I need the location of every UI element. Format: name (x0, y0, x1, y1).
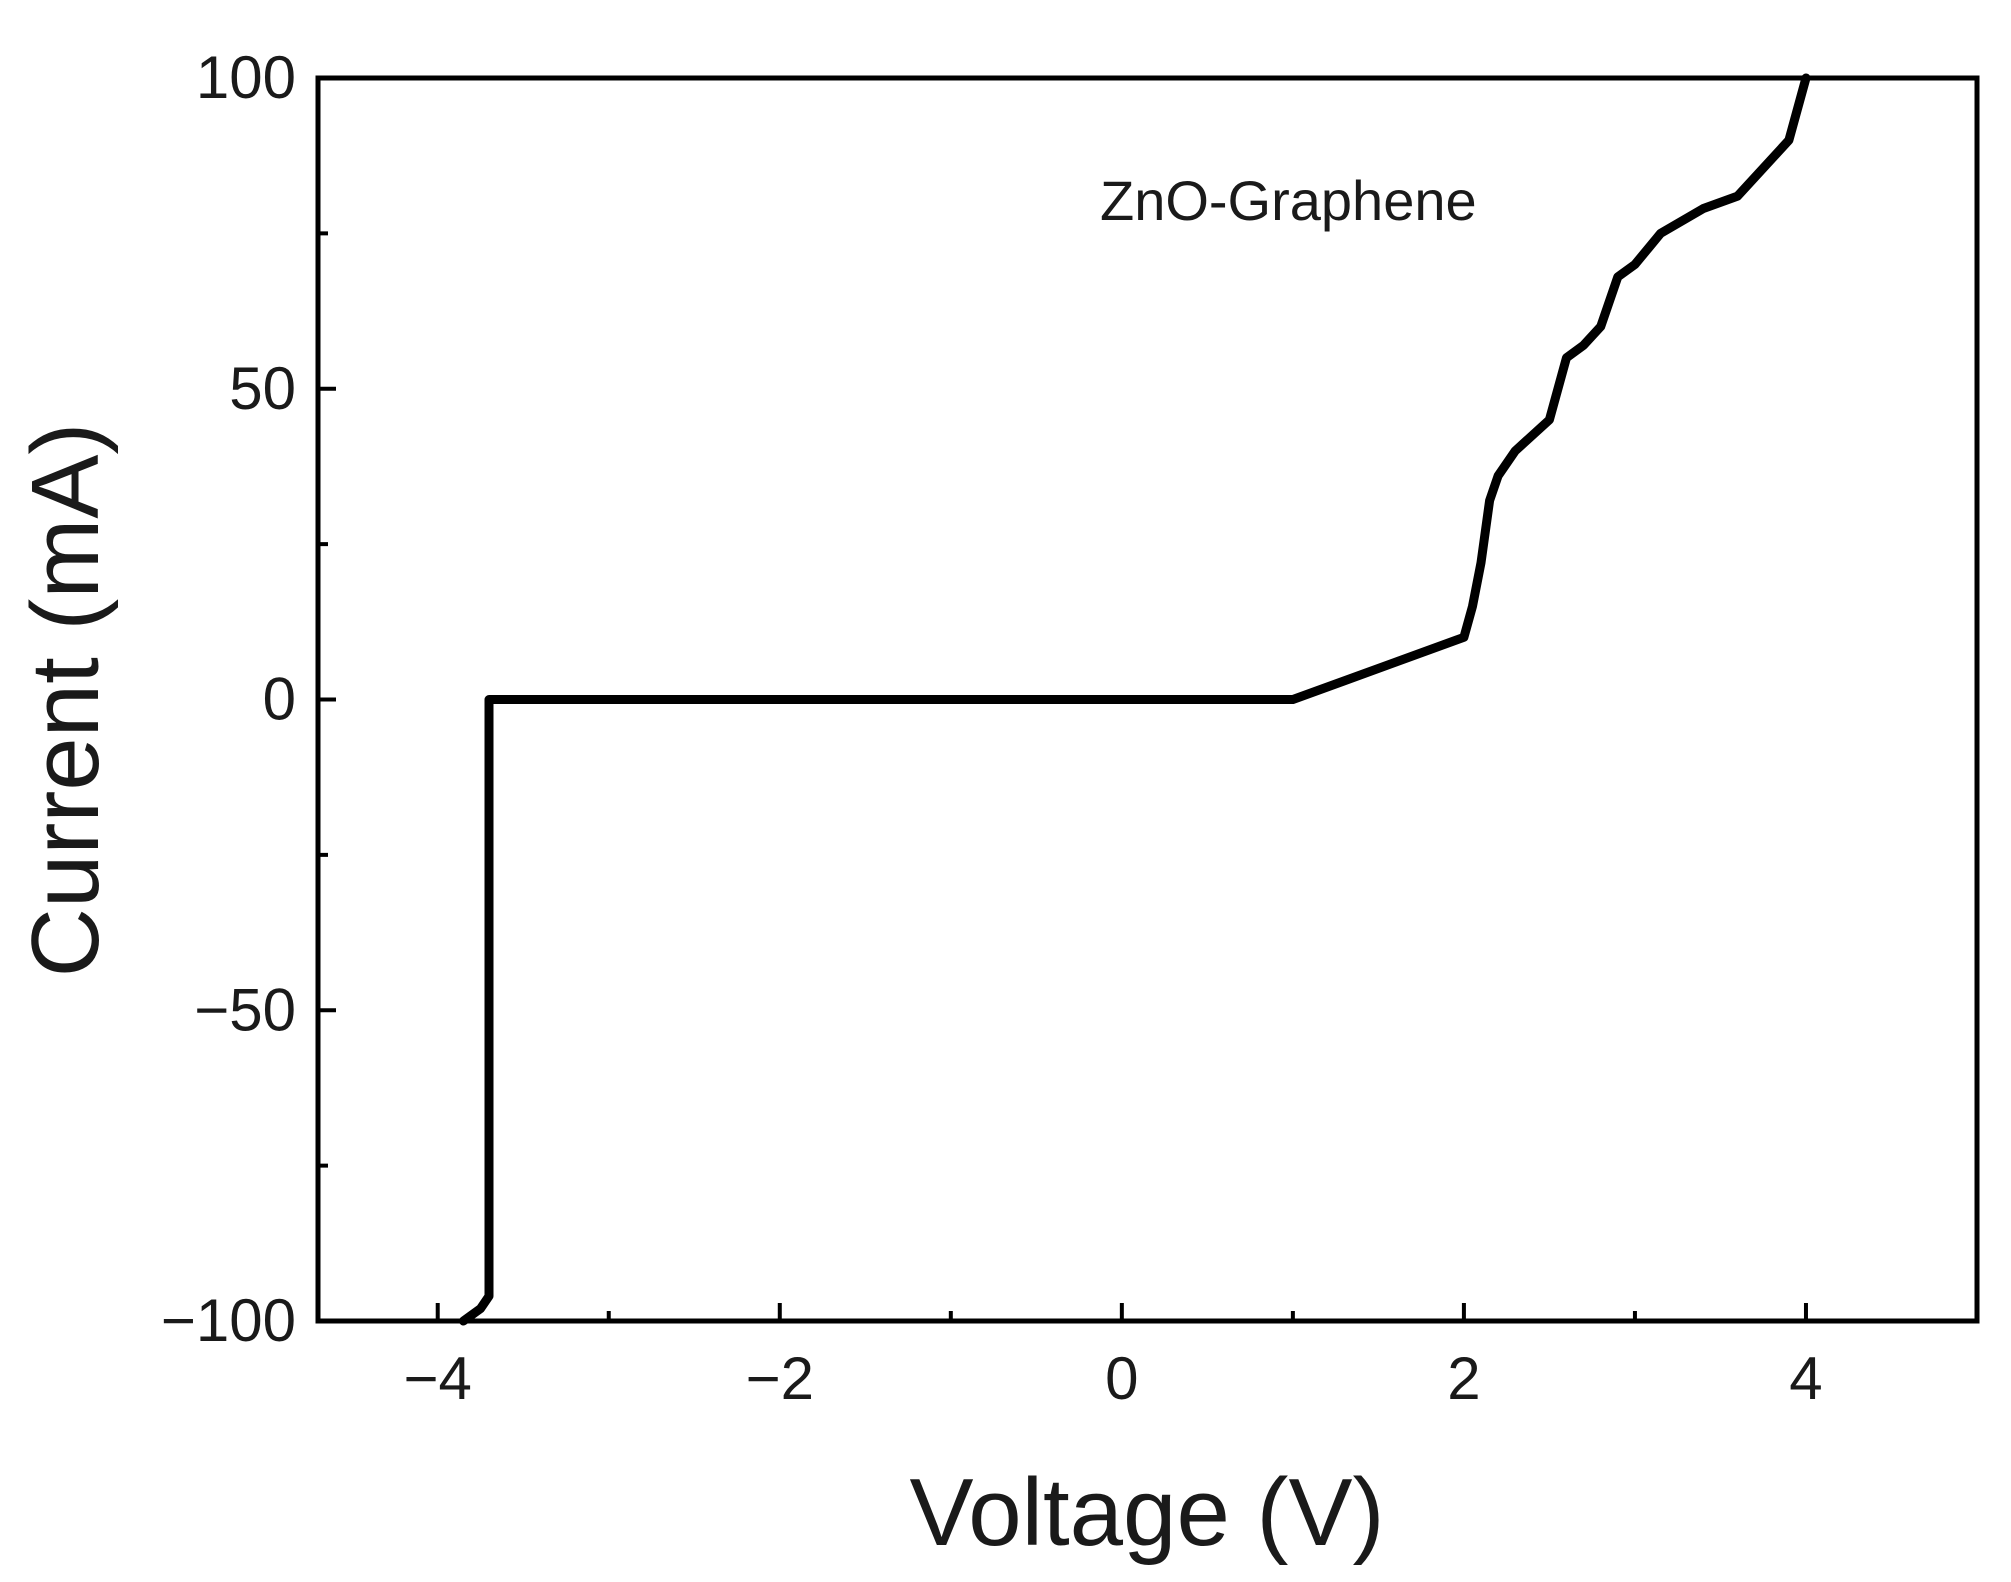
y-tick-label: −100 (161, 1287, 296, 1354)
y-axis-tick-labels: −100 −50 0 50 100 (161, 44, 296, 1354)
x-tick-label: 2 (1447, 1345, 1480, 1412)
y-tick-label: 0 (263, 666, 296, 733)
x-tick-label: 0 (1105, 1345, 1138, 1412)
x-tick-label: −2 (746, 1345, 814, 1412)
y-axis-ticks (318, 76, 336, 1323)
series-annotation: ZnO-Graphene (1100, 169, 1477, 232)
x-axis-tick-labels: −4 −2 0 2 4 (404, 1345, 1823, 1412)
y-tick-label: 100 (196, 44, 296, 111)
x-tick-label: 4 (1789, 1345, 1822, 1412)
series-line (458, 73, 1811, 1326)
plot-frame (315, 75, 1980, 1324)
y-tick-label: 50 (229, 355, 296, 422)
y-axis-title: Current (mA) (12, 423, 119, 978)
x-axis-ticks (435, 1303, 1808, 1321)
x-tick-label: −4 (404, 1345, 472, 1412)
x-axis-title: Voltage (V) (910, 1459, 1385, 1566)
y-tick-label: −50 (194, 976, 296, 1043)
